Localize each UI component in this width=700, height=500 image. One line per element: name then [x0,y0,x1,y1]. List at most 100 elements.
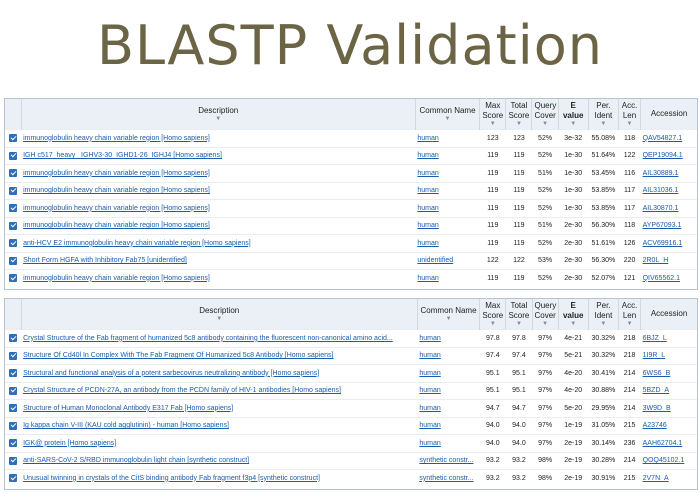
accession-link[interactable]: 2R0L_H [640,251,697,270]
common-name-link[interactable]: human [415,181,480,200]
acc-len-cell: 214 [618,381,641,400]
description-link[interactable]: Crystal Structure of the Fab fragment of… [21,329,418,347]
common-name-link[interactable]: human [417,399,480,417]
table-row: immunoglobulin heavy chain variable regi… [5,199,697,217]
common-name-link[interactable]: human [415,216,480,235]
col-header-query-cover[interactable]: Query Cover ▼ [531,299,559,330]
common-name-link[interactable]: human [417,329,480,347]
description-link[interactable]: Structural and functional analysis of a … [21,364,418,382]
description-link[interactable]: immunoglobulin heavy chain variable regi… [21,181,416,200]
query-cover-cell: 98% [532,451,559,470]
accession-link[interactable]: 6WS6_B [640,364,697,382]
accession-link[interactable]: AIL31036.1 [640,181,697,200]
col-header-total-score[interactable]: Total Score ▼ [505,99,532,130]
accession-link[interactable]: 3W9D_B [640,399,697,417]
description-link[interactable]: immunoglobulin heavy chain variable regi… [21,199,416,217]
common-name-link[interactable]: synthetic constr... [417,469,480,487]
col-header-common-name[interactable]: Common Name ▼ [414,99,480,130]
common-name-link[interactable]: human [415,129,480,147]
description-link[interactable]: immunoglobulin heavy chain variable regi… [21,129,416,147]
col-header-acc-len[interactable]: Acc. Len ▼ [617,99,641,130]
row-checkbox[interactable] [9,274,18,283]
common-name-link[interactable]: human [417,364,480,382]
accession-link[interactable]: AIL30870.1 [640,199,697,217]
description-link[interactable]: Structure of Human Monoclonal Antibody E… [21,399,418,417]
col-header-max-score[interactable]: Max Score ▼ [479,299,506,330]
col-header-description[interactable]: Description ▼ [20,299,418,330]
col-header-query-cover[interactable]: Query Cover ▼ [531,99,559,130]
description-link[interactable]: anti-SARS-CoV-2 S/RBD immunoglobulin lig… [21,451,418,470]
per-ident-cell: 30.88% [588,381,619,400]
description-link[interactable]: Short Form HGFA with Inhibitory Fab75 [u… [21,251,416,270]
description-link[interactable]: IGH c517_heavy_ IGHV3-30_IGHD1-26_IGHJ4 … [21,146,416,165]
total-score-cell: 94.0 [505,434,532,452]
accession-link[interactable]: AIL30889.1 [640,164,697,182]
row-checkbox[interactable] [9,151,18,160]
total-score-cell: 95.1 [505,364,532,382]
description-link[interactable]: Unusual twinning in crystals of the CitS… [21,469,418,487]
description-link[interactable]: Structure Of Cd40l In Complex With The F… [21,346,418,365]
accession-link[interactable]: AYP67093.1 [640,216,697,235]
col-header-e-value[interactable]: E value ▼ [557,299,589,330]
common-name-link[interactable]: human [415,234,480,252]
checkbox-cell [5,181,22,200]
common-name-link[interactable]: human [415,269,480,287]
row-checkbox[interactable] [9,456,18,465]
col-header-common-name[interactable]: Common Name ▼ [416,299,480,330]
description-link[interactable]: anti-HCV E2 immunoglobulin heavy chain v… [21,234,416,252]
accession-link[interactable]: QIV65562.1 [640,269,697,287]
description-link[interactable]: immunoglobulin heavy chain variable regi… [21,164,416,182]
row-checkbox[interactable] [9,256,18,265]
common-name-link[interactable]: human [415,164,480,182]
col-header-per-ident[interactable]: Per. Ident ▼ [587,299,619,330]
e-value-cell: 5e-20 [558,399,589,417]
row-checkbox[interactable] [9,351,18,360]
row-checkbox[interactable] [9,369,18,378]
col-header-e-value[interactable]: E value ▼ [557,99,589,130]
accession-link[interactable]: QEP19094.1 [640,146,697,165]
description-link[interactable]: Crystal Structure of PCDN-27A, an antibo… [21,381,418,400]
col-header-description[interactable]: Description ▼ [20,99,416,130]
description-link[interactable]: immunoglobulin heavy chain variable regi… [21,216,416,235]
accession-link[interactable]: 1I9R_L [640,346,697,365]
description-link[interactable]: Ig kappa chain V-III (KAU cold agglutini… [21,416,418,435]
row-checkbox[interactable] [9,404,18,413]
common-name-link[interactable]: unidentified [415,251,480,270]
accession-link[interactable]: A23746 [640,416,697,435]
col-header-acc-len[interactable]: Acc. Len ▼ [617,299,641,330]
col-header-per-ident[interactable]: Per. Ident ▼ [587,99,619,130]
col-header-total-score[interactable]: Total Score ▼ [505,299,532,330]
common-name-link[interactable]: human [415,146,480,165]
row-checkbox[interactable] [9,334,18,343]
col-header-accession[interactable]: Accession [640,99,697,130]
table-row: immunoglobulin heavy chain variable regi… [5,181,697,200]
col-header-accession[interactable]: Accession [640,299,697,330]
sort-arrow-icon: ▼ [215,115,222,122]
row-checkbox[interactable] [9,239,18,248]
accession-link[interactable]: QAV54827.1 [640,129,697,147]
description-link[interactable]: IGK@ protein [Homo sapiens] [21,434,418,452]
row-checkbox[interactable] [9,474,18,483]
accession-link[interactable]: 2V7N_A [640,469,697,487]
row-checkbox[interactable] [9,421,18,430]
accession-link[interactable]: AAH62704.1 [640,434,697,452]
common-name-link[interactable]: human [415,199,480,217]
accession-link[interactable]: 5BZD_A [640,381,697,400]
description-link[interactable]: immunoglobulin heavy chain variable regi… [21,269,416,287]
common-name-link[interactable]: human [417,434,480,452]
row-checkbox[interactable] [9,169,18,178]
common-name-link[interactable]: human [417,381,480,400]
accession-link[interactable]: ACV69916.1 [640,234,697,252]
row-checkbox[interactable] [9,186,18,195]
accession-link[interactable]: QOQ45102.1 [640,451,697,470]
row-checkbox[interactable] [9,134,18,143]
row-checkbox[interactable] [9,221,18,230]
col-header-max-score[interactable]: Max Score ▼ [479,99,506,130]
row-checkbox[interactable] [9,204,18,213]
common-name-link[interactable]: human [417,416,480,435]
row-checkbox[interactable] [9,439,18,448]
common-name-link[interactable]: human [417,346,480,365]
row-checkbox[interactable] [9,386,18,395]
accession-link[interactable]: 6BJZ_L [640,329,697,347]
common-name-link[interactable]: synthetic constr... [417,451,480,470]
